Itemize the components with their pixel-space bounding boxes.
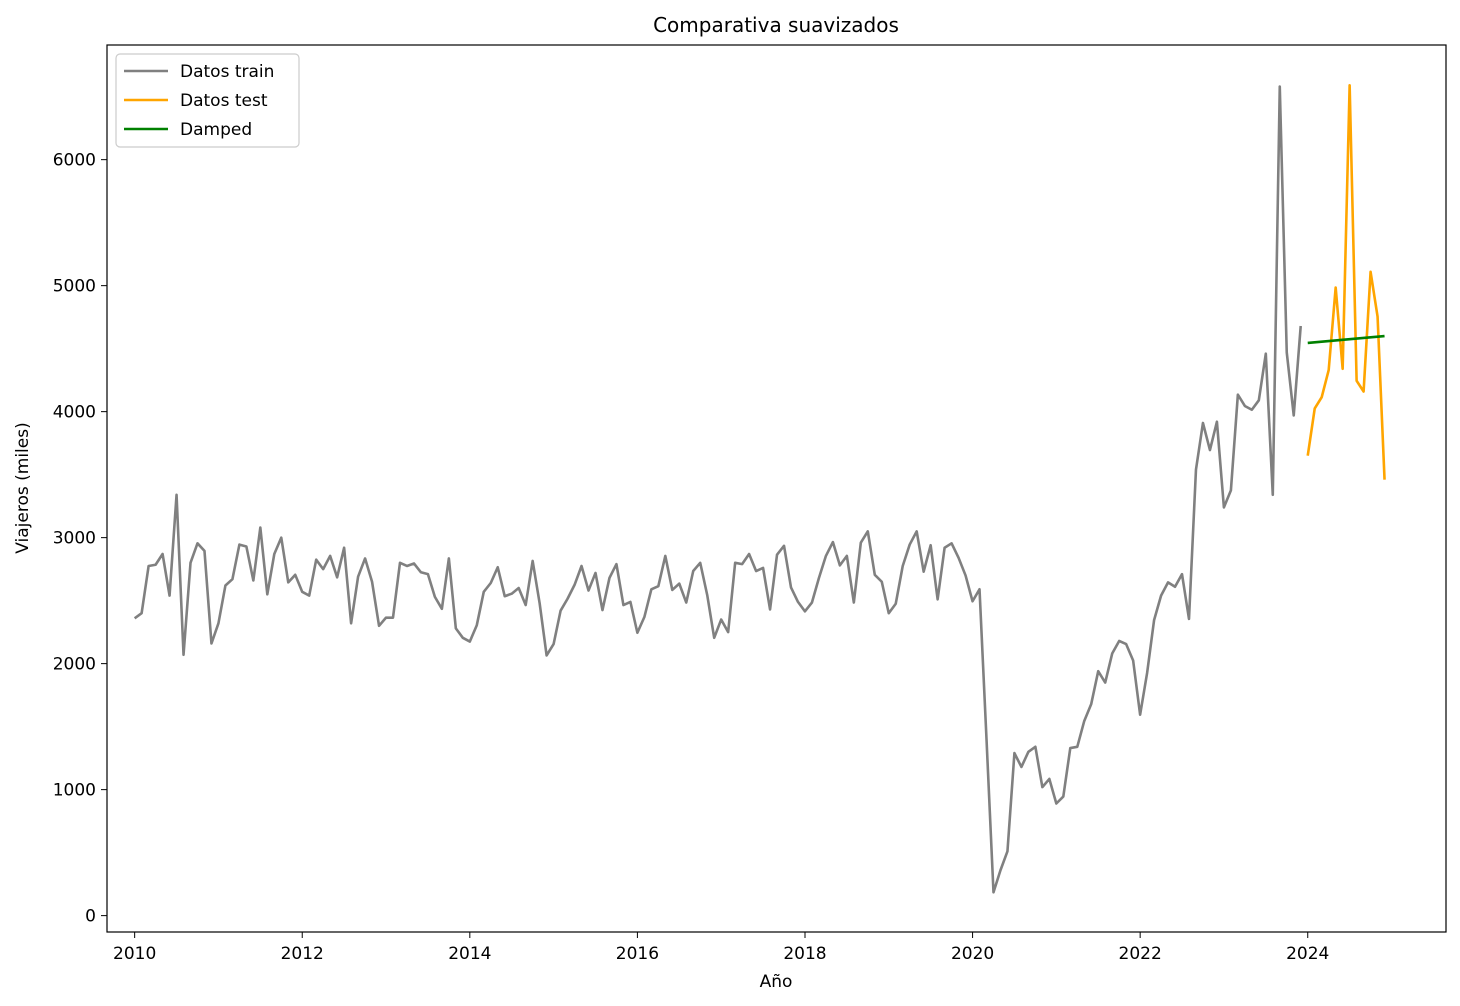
legend: Datos train Datos test Damped [115,53,300,148]
chart-title: Comparativa suavizados [653,13,899,37]
series-lines [133,84,1386,894]
x-tick-label: 2016 [616,944,659,964]
series-test-line [1306,84,1386,480]
y-tick-label: 5000 [53,277,96,297]
legend-label-train: Datos train [180,62,274,82]
legend-label-damped: Damped [180,120,252,140]
legend-label-test: Datos test [180,91,268,111]
x-axis-title: Año [760,972,793,992]
axis-ticks: 2010 2012 2014 2016 2018 2020 2022 2024 0 1000 200… [53,151,1330,964]
legend-box [115,53,300,148]
series-damped-line [1307,334,1385,345]
x-tick-label: 2014 [448,944,491,964]
plot-frame [106,44,1447,933]
x-tick-label: 2024 [1286,944,1329,964]
x-tick-label: 2022 [1119,944,1162,964]
x-tick-label: 2018 [783,944,826,964]
series-train-line [133,85,1303,894]
x-tick-label: 2012 [281,944,324,964]
y-tick-label: 1000 [53,781,96,801]
x-tick-label: 2020 [951,944,994,964]
y-tick-label: 6000 [53,151,96,171]
y-tick-label: 3000 [53,529,96,549]
x-tick-label: 2010 [113,944,156,964]
y-axis-title: Viajeros (miles) [13,422,33,553]
y-tick-label: 4000 [53,403,96,423]
y-tick-label: 2000 [53,655,96,675]
y-tick-label: 0 [85,907,96,927]
